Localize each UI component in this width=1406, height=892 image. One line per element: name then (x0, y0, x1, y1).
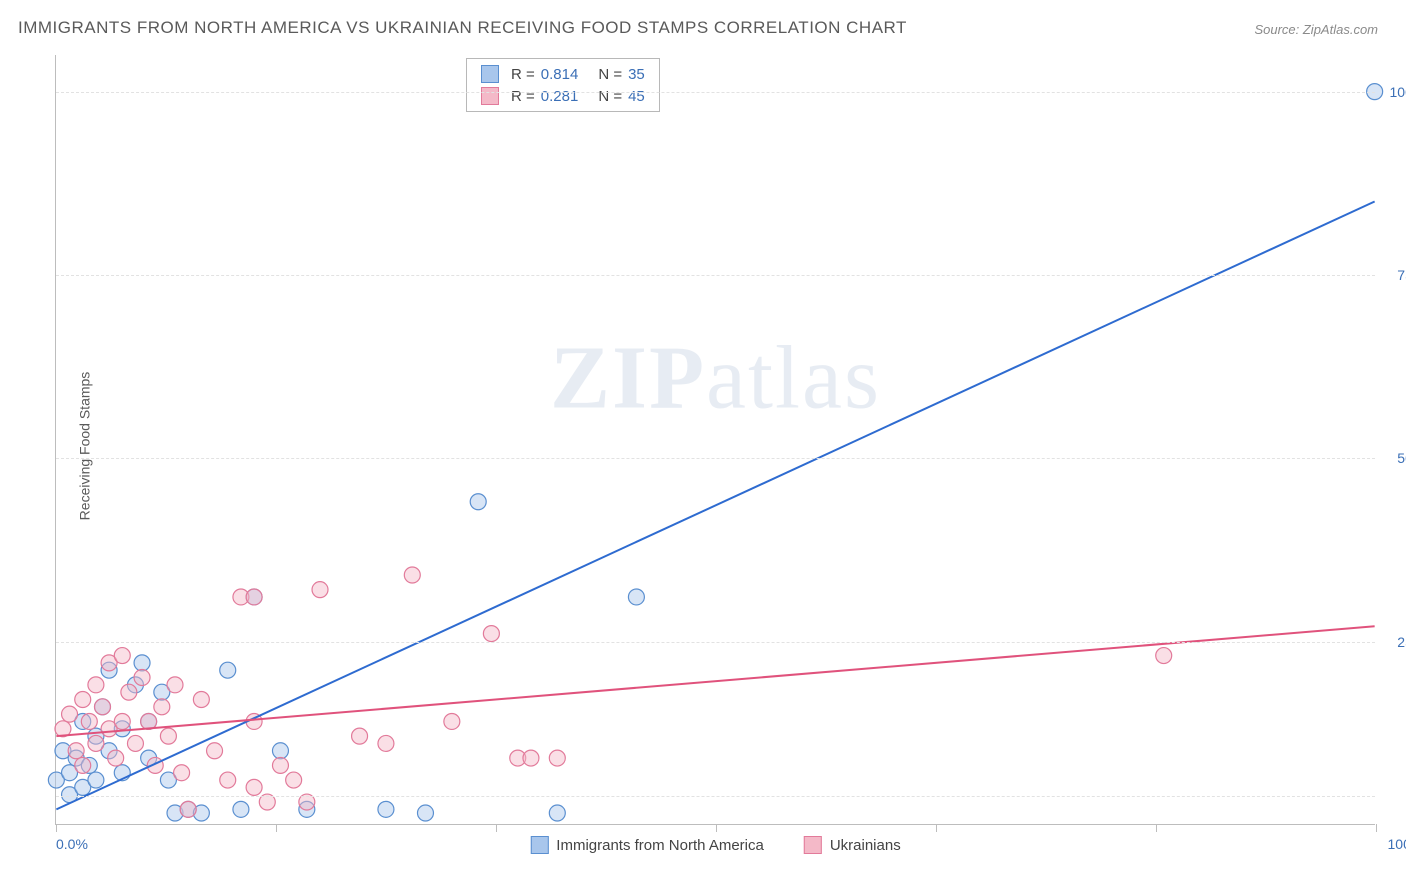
data-point (114, 713, 130, 729)
data-point (75, 757, 91, 773)
data-point (127, 735, 143, 751)
data-point (154, 699, 170, 715)
gridline (56, 458, 1375, 459)
data-point (378, 801, 394, 817)
y-tick-label: 75.0% (1397, 267, 1406, 283)
data-point (246, 779, 262, 795)
swatch-series1 (481, 65, 499, 83)
data-point (88, 735, 104, 751)
data-point (444, 713, 460, 729)
data-point (114, 648, 130, 664)
legend-label-series1: Immigrants from North America (556, 837, 764, 854)
chart-svg (56, 55, 1375, 824)
data-point (108, 750, 124, 766)
swatch-series2-bottom (804, 836, 822, 854)
data-point (549, 750, 565, 766)
data-point (220, 662, 236, 678)
data-point (121, 684, 137, 700)
x-tick (56, 824, 57, 832)
chart-title: IMMIGRANTS FROM NORTH AMERICA VS UKRAINI… (18, 18, 907, 38)
legend-label-series2: Ukrainians (830, 837, 901, 854)
trend-line (56, 626, 1374, 736)
data-point (272, 757, 288, 773)
source-attribution: Source: ZipAtlas.com (1254, 22, 1378, 37)
stats-row-series2: R = 0.281 N = 45 (467, 85, 659, 107)
legend-item-series2: Ukrainians (804, 836, 901, 854)
data-point (75, 692, 91, 708)
x-tick (496, 824, 497, 832)
data-point (180, 801, 196, 817)
r-label: R = (511, 66, 535, 83)
data-point (95, 699, 111, 715)
plot-area: ZIPatlas R = 0.814 N = 35 R = 0.281 N = … (55, 55, 1375, 825)
data-point (628, 589, 644, 605)
x-tick (276, 824, 277, 832)
r-value-series2: 0.281 (541, 88, 579, 105)
data-point (68, 743, 84, 759)
data-point (246, 589, 262, 605)
gridline (56, 642, 1375, 643)
data-point (470, 494, 486, 510)
data-point (134, 670, 150, 686)
data-point (207, 743, 223, 759)
data-point (88, 677, 104, 693)
data-point (272, 743, 288, 759)
y-tick-label: 100.0% (1390, 84, 1406, 100)
data-point (378, 735, 394, 751)
data-point (134, 655, 150, 671)
x-tick-label-min: 0.0% (56, 836, 88, 852)
data-point (1156, 648, 1172, 664)
data-point (81, 713, 97, 729)
y-tick-label: 50.0% (1397, 450, 1406, 466)
data-point (523, 750, 539, 766)
data-point (417, 805, 433, 821)
n-label: N = (598, 66, 622, 83)
data-point (286, 772, 302, 788)
n-value-series1: 35 (628, 66, 645, 83)
data-point (352, 728, 368, 744)
data-point (483, 626, 499, 642)
x-tick (1376, 824, 1377, 832)
data-point (220, 772, 236, 788)
data-point (193, 692, 209, 708)
data-point (160, 728, 176, 744)
stats-row-series1: R = 0.814 N = 35 (467, 63, 659, 85)
x-tick (716, 824, 717, 832)
data-point (312, 582, 328, 598)
gridline (56, 92, 1375, 93)
data-point (167, 677, 183, 693)
r-label: R = (511, 88, 535, 105)
r-value-series1: 0.814 (541, 66, 579, 83)
stats-legend: R = 0.814 N = 35 R = 0.281 N = 45 (466, 58, 660, 112)
gridline (56, 275, 1375, 276)
data-point (88, 772, 104, 788)
x-tick (936, 824, 937, 832)
trend-line (56, 201, 1374, 809)
x-tick-label-max: 100.0% (1388, 836, 1406, 852)
legend-item-series1: Immigrants from North America (530, 836, 764, 854)
data-point (233, 801, 249, 817)
data-point (62, 706, 78, 722)
data-point (404, 567, 420, 583)
x-tick (1156, 824, 1157, 832)
y-tick-label: 25.0% (1397, 634, 1406, 650)
gridline (56, 796, 1375, 797)
swatch-series1-bottom (530, 836, 548, 854)
data-point (174, 765, 190, 781)
n-value-series2: 45 (628, 88, 645, 105)
data-point (549, 805, 565, 821)
bottom-legend: Immigrants from North America Ukrainians (530, 836, 900, 854)
n-label: N = (598, 88, 622, 105)
swatch-series2 (481, 87, 499, 105)
